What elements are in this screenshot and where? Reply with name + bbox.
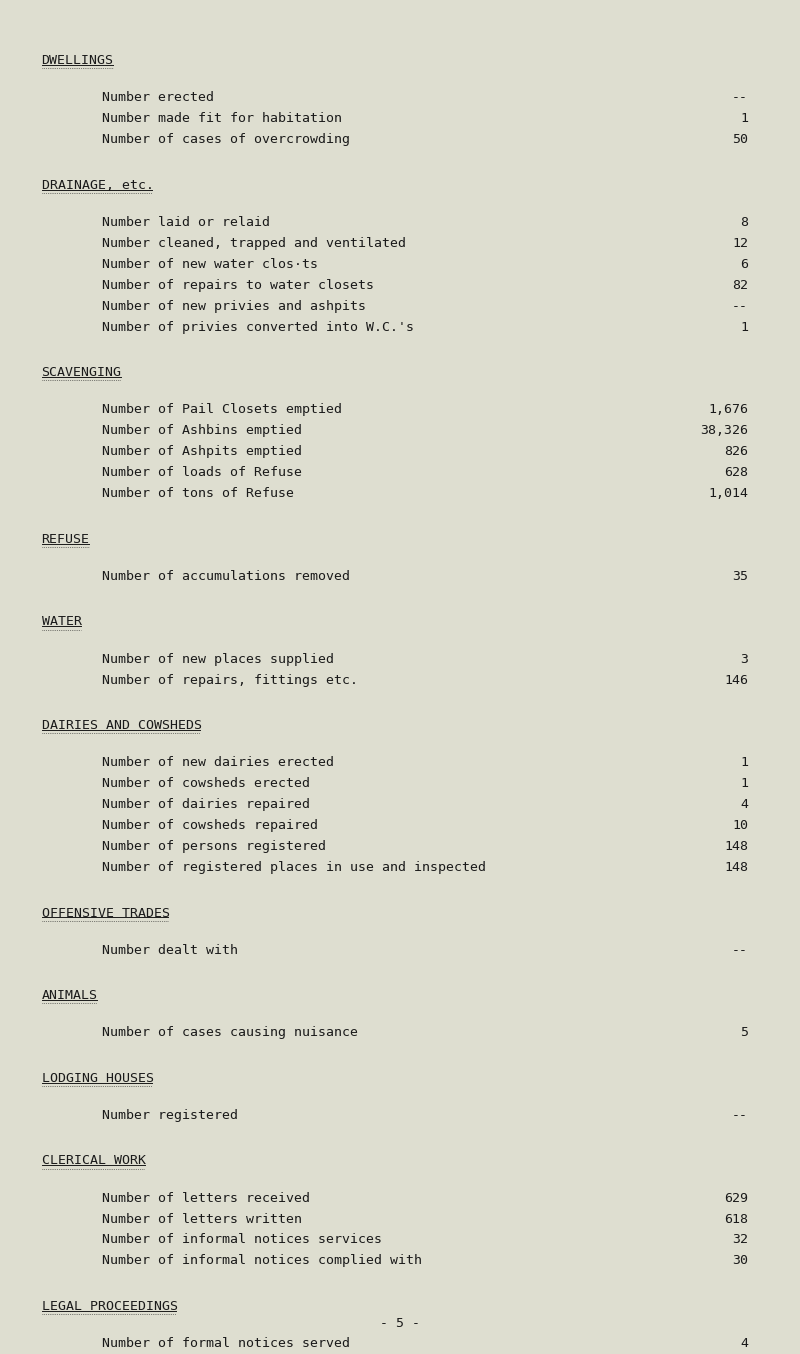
Text: Number of new privies and ashpits: Number of new privies and ashpits (102, 299, 366, 313)
Text: DWELLINGS: DWELLINGS (42, 54, 114, 68)
Text: Number laid or relaid: Number laid or relaid (102, 215, 270, 229)
Text: 1: 1 (740, 321, 748, 334)
Text: Number dealt with: Number dealt with (102, 944, 238, 957)
Text: Number of Ashpits emptied: Number of Ashpits emptied (102, 445, 302, 459)
Text: 1: 1 (740, 756, 748, 769)
Text: 148: 148 (724, 839, 748, 853)
Text: 1: 1 (740, 777, 748, 791)
Text: Number of cowsheds erected: Number of cowsheds erected (102, 777, 310, 791)
Text: Number of new water clos·ts: Number of new water clos·ts (102, 257, 318, 271)
Text: Number of letters written: Number of letters written (102, 1212, 302, 1225)
Text: Number of cases causing nuisance: Number of cases causing nuisance (102, 1026, 358, 1040)
Text: Number of formal notices served: Number of formal notices served (102, 1336, 350, 1350)
Text: Number of informal notices complied with: Number of informal notices complied with (102, 1254, 422, 1267)
Text: 618: 618 (724, 1212, 748, 1225)
Text: Number of new dairies erected: Number of new dairies erected (102, 756, 334, 769)
Text: 8: 8 (740, 215, 748, 229)
Text: Number of new places supplied: Number of new places supplied (102, 653, 334, 666)
Text: OFFENSIVE TRADES: OFFENSIVE TRADES (42, 906, 170, 919)
Text: Number of dairies repaired: Number of dairies repaired (102, 798, 310, 811)
Text: Number cleaned, trapped and ventilated: Number cleaned, trapped and ventilated (102, 237, 406, 250)
Text: --: -- (732, 1109, 748, 1122)
Text: Number of Ashbins emptied: Number of Ashbins emptied (102, 424, 302, 437)
Text: Number registered: Number registered (102, 1109, 238, 1122)
Text: Number of repairs, fittings etc.: Number of repairs, fittings etc. (102, 673, 358, 686)
Text: Number of loads of Refuse: Number of loads of Refuse (102, 466, 302, 479)
Text: DRAINAGE, etc.: DRAINAGE, etc. (42, 179, 154, 192)
Text: DAIRIES AND COWSHEDS: DAIRIES AND COWSHEDS (42, 719, 202, 733)
Text: 1,014: 1,014 (708, 487, 748, 501)
Text: Number of repairs to water closets: Number of repairs to water closets (102, 279, 374, 292)
Text: LEGAL PROCEEDINGS: LEGAL PROCEEDINGS (42, 1300, 178, 1313)
Text: Number made fit for habitation: Number made fit for habitation (102, 112, 342, 126)
Text: 50: 50 (732, 133, 748, 146)
Text: 146: 146 (724, 673, 748, 686)
Text: 5: 5 (740, 1026, 748, 1040)
Text: CLERICAL WORK: CLERICAL WORK (42, 1154, 146, 1167)
Text: Number of letters received: Number of letters received (102, 1192, 310, 1205)
Text: 35: 35 (732, 570, 748, 584)
Text: 82: 82 (732, 279, 748, 292)
Text: 10: 10 (732, 819, 748, 833)
Text: REFUSE: REFUSE (42, 532, 90, 546)
Text: 628: 628 (724, 466, 748, 479)
Text: 38,326: 38,326 (700, 424, 748, 437)
Text: Number of informal notices services: Number of informal notices services (102, 1233, 382, 1247)
Text: 4: 4 (740, 798, 748, 811)
Text: Number of cowsheds repaired: Number of cowsheds repaired (102, 819, 318, 833)
Text: 148: 148 (724, 861, 748, 875)
Text: --: -- (732, 299, 748, 313)
Text: 4: 4 (740, 1336, 748, 1350)
Text: Number of privies converted into W.C.'s: Number of privies converted into W.C.'s (102, 321, 414, 334)
Text: Number of tons of Refuse: Number of tons of Refuse (102, 487, 294, 501)
Text: SCAVENGING: SCAVENGING (42, 366, 122, 379)
Text: Number of accumulations removed: Number of accumulations removed (102, 570, 350, 584)
Text: --: -- (732, 944, 748, 957)
Text: 826: 826 (724, 445, 748, 459)
Text: 629: 629 (724, 1192, 748, 1205)
Text: Number erected: Number erected (102, 91, 214, 104)
Text: - 5 -: - 5 - (380, 1316, 420, 1330)
Text: 30: 30 (732, 1254, 748, 1267)
Text: LODGING HOUSES: LODGING HOUSES (42, 1071, 154, 1085)
Text: --: -- (732, 91, 748, 104)
Text: Number of registered places in use and inspected: Number of registered places in use and i… (102, 861, 486, 875)
Text: 6: 6 (740, 257, 748, 271)
Text: Number of Pail Closets emptied: Number of Pail Closets emptied (102, 403, 342, 417)
Text: 12: 12 (732, 237, 748, 250)
Text: 1: 1 (740, 112, 748, 126)
Text: ANIMALS: ANIMALS (42, 988, 98, 1002)
Text: 32: 32 (732, 1233, 748, 1247)
Text: 1,676: 1,676 (708, 403, 748, 417)
Text: Number of persons registered: Number of persons registered (102, 839, 326, 853)
Text: WATER: WATER (42, 615, 82, 628)
Text: Number of cases of overcrowding: Number of cases of overcrowding (102, 133, 350, 146)
Text: 3: 3 (740, 653, 748, 666)
